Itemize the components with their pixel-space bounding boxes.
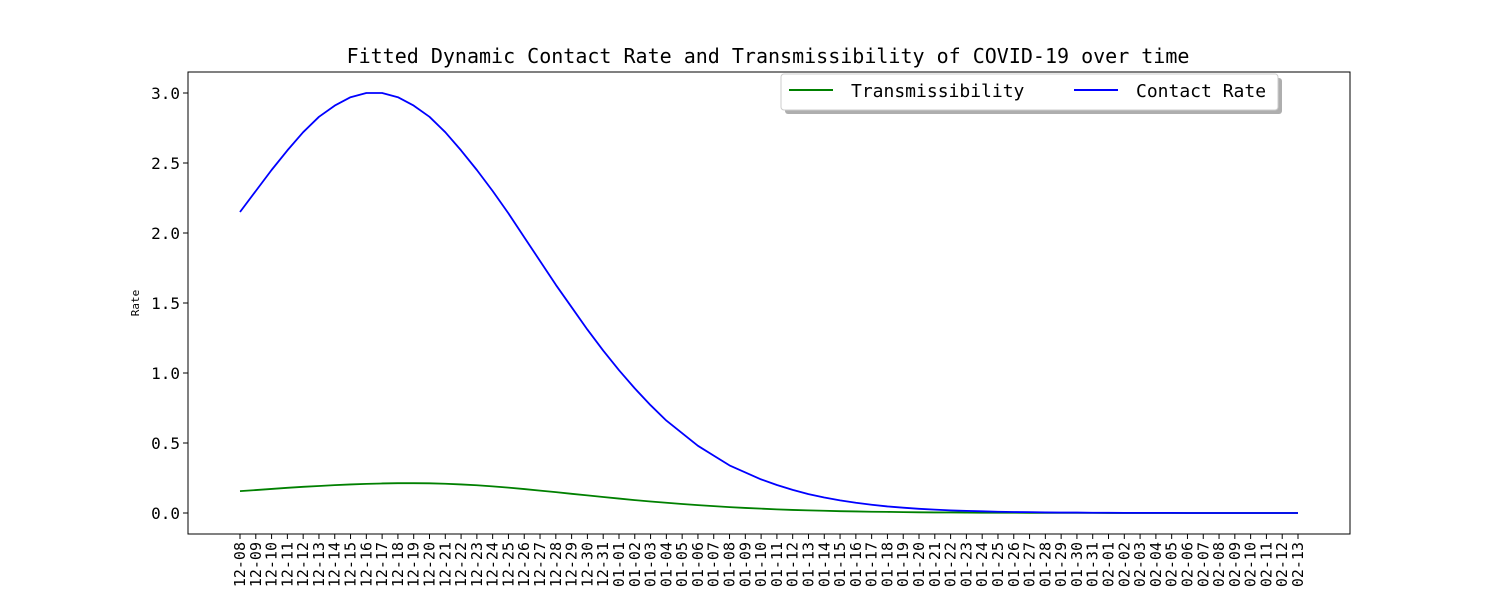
y-axis-label: Rate <box>129 290 142 317</box>
x-tick-label: 12-13 <box>310 542 328 587</box>
x-tick-label: 01-08 <box>721 542 739 587</box>
x-tick-label: 01-18 <box>878 542 896 587</box>
x-tick-label: 01-10 <box>752 542 770 587</box>
y-tick-label: 1.5 <box>151 294 180 313</box>
x-tick-label: 01-20 <box>910 542 928 587</box>
x-tick-label: 12-27 <box>531 542 549 587</box>
x-tick-label: 01-06 <box>689 542 707 587</box>
x-tick-label: 02-11 <box>1257 542 1275 587</box>
x-tick-label: 01-07 <box>705 542 723 587</box>
x-tick-label: 01-09 <box>736 542 754 587</box>
x-tick-label: 02-10 <box>1242 542 1260 587</box>
x-tick-label: 01-23 <box>957 542 975 587</box>
x-tick-label: 01-26 <box>1005 542 1023 587</box>
x-tick-label: 01-02 <box>626 542 644 587</box>
x-tick-label: 02-02 <box>1115 542 1133 587</box>
x-tick-label: 02-04 <box>1147 542 1165 587</box>
x-tick-label: 01-15 <box>831 542 849 587</box>
x-tick-label: 12-24 <box>484 542 502 587</box>
x-tick-label: 12-31 <box>594 542 612 587</box>
x-tick-label: 01-05 <box>673 542 691 587</box>
y-tick-label: 3.0 <box>151 84 180 103</box>
x-tick-label: 01-24 <box>973 542 991 587</box>
y-tick-label: 0.0 <box>151 504 180 523</box>
x-tick-label: 01-16 <box>847 542 865 587</box>
x-tick-label: 01-04 <box>657 542 675 587</box>
y-tick-label: 2.5 <box>151 154 180 173</box>
x-tick-label: 12-19 <box>405 542 423 587</box>
x-tick-label: 12-16 <box>357 542 375 587</box>
x-tick-label: 01-13 <box>799 542 817 587</box>
x-tick-label: 12-22 <box>452 542 470 587</box>
chart-title: Fitted Dynamic Contact Rate and Transmis… <box>347 44 1190 68</box>
x-tick-label: 01-14 <box>815 542 833 587</box>
x-tick-label: 02-06 <box>1178 542 1196 587</box>
x-tick-label: 01-12 <box>784 542 802 587</box>
x-tick-label: 12-30 <box>578 542 596 587</box>
x-tick-label: 01-11 <box>768 542 786 587</box>
x-tick-label: 12-10 <box>263 542 281 587</box>
x-tick-label: 12-21 <box>436 542 454 587</box>
x-tick-label: 01-22 <box>942 542 960 587</box>
legend-label-contact-rate: Contact Rate <box>1136 81 1266 102</box>
legend: Transmissibility Contact Rate <box>780 73 1282 114</box>
x-tick-label: 12-20 <box>420 542 438 587</box>
legend-label-transmissibility: Transmissibility <box>851 81 1025 102</box>
x-tick-label: 02-01 <box>1100 542 1118 587</box>
x-tick-label: 12-12 <box>294 542 312 587</box>
y-tick-label: 2.0 <box>151 224 180 243</box>
x-tick-label: 12-18 <box>389 542 407 587</box>
series-lines <box>239 92 1298 514</box>
x-tick-label: 01-19 <box>894 542 912 587</box>
x-tick-label: 01-28 <box>1036 542 1054 587</box>
x-tick-label: 02-13 <box>1289 542 1307 587</box>
x-axis: 12-0812-0912-1012-1112-1212-1312-1412-15… <box>231 534 1307 587</box>
x-tick-label: 02-08 <box>1210 542 1228 587</box>
x-tick-label: 12-14 <box>326 542 344 587</box>
x-tick-label: 01-17 <box>863 542 881 587</box>
plot-area <box>187 71 1351 535</box>
legend-box <box>780 73 1279 111</box>
x-tick-label: 01-30 <box>1068 542 1086 587</box>
x-tick-label: 02-09 <box>1226 542 1244 587</box>
x-tick-label: 01-25 <box>989 542 1007 587</box>
x-tick-label: 02-07 <box>1194 542 1212 587</box>
x-tick-label: 12-23 <box>468 542 486 587</box>
x-tick-label: 01-01 <box>610 542 628 587</box>
series-line-transmissibility <box>239 482 1298 514</box>
x-tick-label: 02-12 <box>1273 542 1291 587</box>
x-tick-label: 12-08 <box>231 542 249 587</box>
x-tick-label: 01-31 <box>1084 542 1102 587</box>
x-tick-label: 12-29 <box>563 542 581 587</box>
x-tick-label: 12-28 <box>547 542 565 587</box>
x-tick-label: 01-03 <box>642 542 660 587</box>
x-tick-label: 12-26 <box>515 542 533 587</box>
y-tick-label: 0.5 <box>151 434 180 453</box>
x-tick-label: 01-29 <box>1052 542 1070 587</box>
y-tick-label: 1.0 <box>151 364 180 383</box>
x-tick-label: 12-11 <box>278 542 296 587</box>
x-tick-label: 02-03 <box>1131 542 1149 587</box>
x-tick-label: 02-05 <box>1163 542 1181 587</box>
x-tick-label: 01-21 <box>926 542 944 587</box>
series-line-contact-rate <box>239 92 1298 514</box>
x-tick-label: 12-25 <box>499 542 517 587</box>
x-tick-label: 12-17 <box>373 542 391 587</box>
x-tick-label: 12-09 <box>247 542 265 587</box>
x-tick-label: 12-15 <box>342 542 360 587</box>
x-tick-label: 01-27 <box>1021 542 1039 587</box>
y-axis: 0.0 0.5 1.0 1.5 2.0 2.5 3.0 <box>151 84 188 523</box>
